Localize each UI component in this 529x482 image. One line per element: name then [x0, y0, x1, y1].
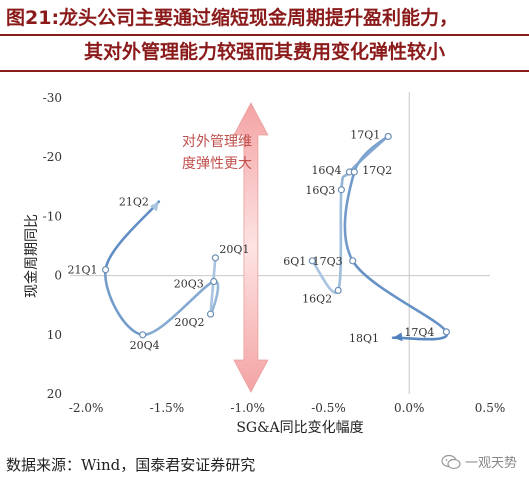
data-point-label: 20Q4: [130, 339, 160, 352]
data-point: [442, 328, 450, 336]
series-line-segment: [343, 170, 356, 263]
x-tick-label: -0.5%: [311, 401, 346, 415]
series-line-segment: [141, 280, 216, 337]
data-point-label: 21Q1: [68, 264, 98, 277]
x-tick-label: 0.5%: [475, 401, 506, 415]
y-tick-label: 0: [54, 269, 62, 283]
chart-title-line-1: 图21:龙头公司主要通过缩短现金周期提升盈利能力，: [6, 7, 459, 29]
data-point-label: 16Q2: [302, 292, 332, 305]
y-tick-label: 20: [47, 387, 62, 401]
data-point: [334, 286, 342, 294]
data-point: [206, 310, 215, 318]
watermark: 一观天势: [441, 452, 517, 471]
chart-title-line-2: 其对外管理能力较强而其费用变化弹性较小: [83, 41, 445, 63]
series-line-segment: [336, 188, 343, 292]
annotation-text-line-1: 对外管理维: [182, 134, 252, 150]
y-tick-label: -20: [43, 150, 62, 164]
data-point-label: 17Q1: [350, 128, 380, 141]
data-point-label: 17Q3: [313, 255, 343, 268]
data-point-label: 17Q2: [362, 164, 392, 177]
series-arrowhead: [149, 201, 159, 212]
data-point: [350, 168, 358, 176]
x-axis-title: SG&A同比变化幅度: [236, 420, 363, 436]
series-line-segment: [104, 268, 144, 337]
data-source-note: 数据来源：Wind，国泰君安证券研究: [6, 456, 256, 474]
annotation-text-line-2: 度弹性更大: [182, 156, 252, 172]
data-point-label: 20Q1: [219, 243, 249, 256]
series-line-segment: [351, 259, 448, 334]
data-point: [384, 132, 392, 141]
y-tick-label: -10: [43, 209, 62, 223]
data-point-label: 16Q4: [311, 164, 341, 177]
data-point-label: 20Q2: [175, 316, 205, 329]
data-point-label: 21Q2: [119, 196, 149, 209]
annotation-double-arrow: [233, 102, 269, 393]
data-point: [211, 254, 219, 262]
scatter-line-chart: -30 -20 -10 0 10 20 -2.0% -1.5% -1.0% -0.5% 0.0% 0.…: [24, 91, 506, 436]
title-divider: [0, 34, 529, 36]
title-bottom-rule: [0, 70, 529, 72]
data-point: [101, 266, 110, 274]
x-tick-label: -2.0%: [69, 401, 104, 415]
data-point-label: 17Q4: [404, 326, 434, 339]
series-arrowhead: [393, 332, 403, 342]
data-point: [349, 257, 357, 265]
y-axis-title: 现金周期同比: [24, 214, 40, 298]
x-tick-label: -1.0%: [230, 401, 265, 415]
data-point-label: 6Q1: [283, 255, 306, 268]
data-point: [337, 186, 345, 194]
x-tick-label: 0.0%: [394, 401, 425, 415]
data-point: [139, 331, 147, 339]
y-tick-label: 10: [47, 328, 62, 342]
y-tick-label: -30: [43, 91, 62, 105]
data-point-label: 16Q3: [305, 184, 335, 197]
series-line-segment: [104, 200, 161, 271]
data-point-label: 20Q3: [174, 278, 204, 291]
data-point-label: 18Q1: [349, 332, 379, 345]
data-point: [308, 257, 316, 265]
x-tick-label: -1.5%: [150, 401, 185, 415]
watermark-text: 一观天势: [464, 456, 517, 471]
wechat-icon: [441, 454, 461, 469]
data-point: [210, 277, 218, 286]
